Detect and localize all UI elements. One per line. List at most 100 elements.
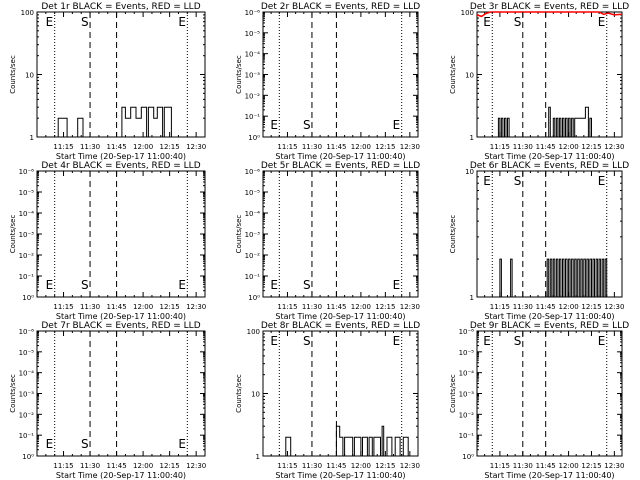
x-axis-title: Start Time (20-Sep-17 11:00:40)	[484, 152, 614, 161]
marker-label: E	[598, 334, 606, 348]
marker-label: E	[270, 334, 278, 348]
x-tick-label: 12:15	[375, 462, 395, 470]
x-tick-label: 12:00	[351, 462, 371, 470]
x-tick-label: 12:15	[375, 303, 395, 311]
y-tick-label: 10⁻⁵	[459, 349, 475, 357]
x-tick-label: 11:30	[302, 143, 322, 151]
y-tick-label: 100	[21, 9, 34, 17]
marker-label: E	[598, 15, 606, 29]
x-tick-label: 12:00	[558, 303, 578, 311]
y-tick-label: 10	[251, 391, 260, 399]
y-tick-label: 1	[470, 294, 474, 302]
x-tick-label: 12:15	[160, 462, 180, 470]
x-axis-title: Start Time (20-Sep-17 11:00:40)	[275, 312, 405, 321]
y-tick-label: 10⁻⁶	[19, 328, 35, 336]
panel-title: Det 6r BLACK = Events, RED = LLD	[470, 161, 629, 171]
marker-label: E	[393, 334, 401, 348]
x-tick-label: 11:45	[536, 303, 556, 311]
y-axis-title: Counts/sec	[9, 374, 17, 413]
x-tick-label: 12:30	[400, 303, 420, 311]
panel-title: Det 8r BLACK = Events, RED = LLD	[261, 321, 420, 331]
marker-label: S	[81, 278, 89, 292]
marker-label: E	[483, 174, 491, 188]
marker-label: E	[393, 278, 401, 292]
x-tick-label: 11:45	[106, 143, 126, 151]
y-tick-label: 10⁻⁴	[459, 370, 475, 378]
y-tick-label: 10⁰	[22, 294, 34, 302]
marker-label: E	[598, 174, 606, 188]
y-tick-label: 10⁻¹	[459, 432, 475, 440]
y-tick-label: 10⁻²	[459, 411, 475, 419]
x-tick-label: 11:45	[106, 462, 126, 470]
y-tick-label: 10⁻⁶	[245, 168, 261, 176]
panel-title: Det 9r BLACK = Events, RED = LLD	[470, 321, 629, 331]
x-tick-label: 11:15	[490, 462, 510, 470]
marker-label: E	[270, 278, 278, 292]
x-tick-label: 11:45	[106, 303, 126, 311]
y-tick-label: 10⁻³	[459, 391, 475, 399]
panel-title: Det 2r BLACK = Events, RED = LLD	[261, 2, 420, 12]
x-axis-title: Start Time (20-Sep-17 11:00:40)	[275, 152, 405, 161]
x-tick-label: 11:30	[302, 303, 322, 311]
panel-title: Det 3r BLACK = Events, RED = LLD	[470, 2, 629, 12]
plot-frame	[476, 330, 623, 457]
y-tick-label: 10⁰	[22, 453, 34, 461]
x-axis-title: Start Time (20-Sep-17 11:00:40)	[275, 471, 405, 480]
marker-label: S	[303, 334, 311, 348]
x-tick-label: 11:15	[53, 143, 73, 151]
y-tick-label: 10⁰	[248, 134, 260, 142]
series-line	[476, 11, 623, 18]
y-tick-label: 10⁻¹	[19, 273, 35, 281]
panel-title: Det 4r BLACK = Events, RED = LLD	[41, 161, 200, 171]
y-tick-label: 10	[25, 72, 34, 80]
y-tick-label: 10⁻⁵	[245, 189, 261, 197]
y-tick-label: 10⁻⁵	[245, 30, 261, 38]
x-tick-label: 12:30	[186, 143, 206, 151]
x-tick-label: 12:00	[351, 143, 371, 151]
x-tick-label: 11:15	[53, 462, 73, 470]
x-tick-label: 12:15	[375, 143, 395, 151]
x-axis-title: Start Time (20-Sep-17 11:00:40)	[56, 312, 186, 321]
x-tick-label: 11:45	[536, 462, 556, 470]
marker-label: E	[178, 437, 186, 451]
y-tick-label: 10⁻¹	[19, 432, 35, 440]
series-line	[285, 425, 409, 457]
x-tick-label: 11:45	[536, 143, 556, 151]
panel-title: Det 1r BLACK = Events, RED = LLD	[41, 2, 200, 12]
y-tick-label: 10⁰	[248, 294, 260, 302]
y-axis-title: Counts/sec	[9, 215, 17, 254]
y-axis-title: Counts/sec	[235, 55, 243, 94]
marker-label: E	[393, 118, 401, 132]
marker-label: E	[46, 15, 54, 29]
y-axis-title: Counts/sec	[235, 374, 243, 413]
y-axis-title: Counts/sec	[9, 55, 17, 94]
y-tick-label: 10⁻²	[245, 92, 261, 100]
y-tick-label: 10⁻²	[245, 252, 261, 260]
marker-label: S	[81, 437, 89, 451]
y-axis-title: Counts/sec	[449, 55, 457, 94]
x-tick-label: 11:15	[277, 143, 297, 151]
marker-label: E	[270, 118, 278, 132]
x-tick-label: 12:15	[160, 303, 180, 311]
x-tick-label: 12:00	[558, 143, 578, 151]
y-axis-title: Counts/sec	[449, 215, 457, 254]
x-tick-label: 11:15	[277, 303, 297, 311]
x-tick-label: 11:30	[80, 303, 100, 311]
x-tick-label: 12:30	[186, 303, 206, 311]
marker-label: E	[483, 15, 491, 29]
marker-label: S	[514, 15, 522, 29]
x-tick-label: 11:15	[53, 303, 73, 311]
panel-title: Det 5r BLACK = Events, RED = LLD	[261, 161, 420, 171]
marker-label: E	[483, 334, 491, 348]
y-tick-label: 10⁻³	[19, 391, 35, 399]
marker-label: S	[514, 334, 522, 348]
x-tick-label: 12:30	[604, 303, 624, 311]
marker-label: E	[178, 15, 186, 29]
x-tick-label: 12:30	[400, 143, 420, 151]
x-axis-title: Start Time (20-Sep-17 11:00:40)	[484, 312, 614, 321]
x-axis-title: Start Time (20-Sep-17 11:00:40)	[56, 471, 186, 480]
x-tick-label: 11:45	[326, 303, 346, 311]
marker-label: S	[81, 15, 89, 29]
y-tick-label: 10⁻⁴	[19, 370, 35, 378]
